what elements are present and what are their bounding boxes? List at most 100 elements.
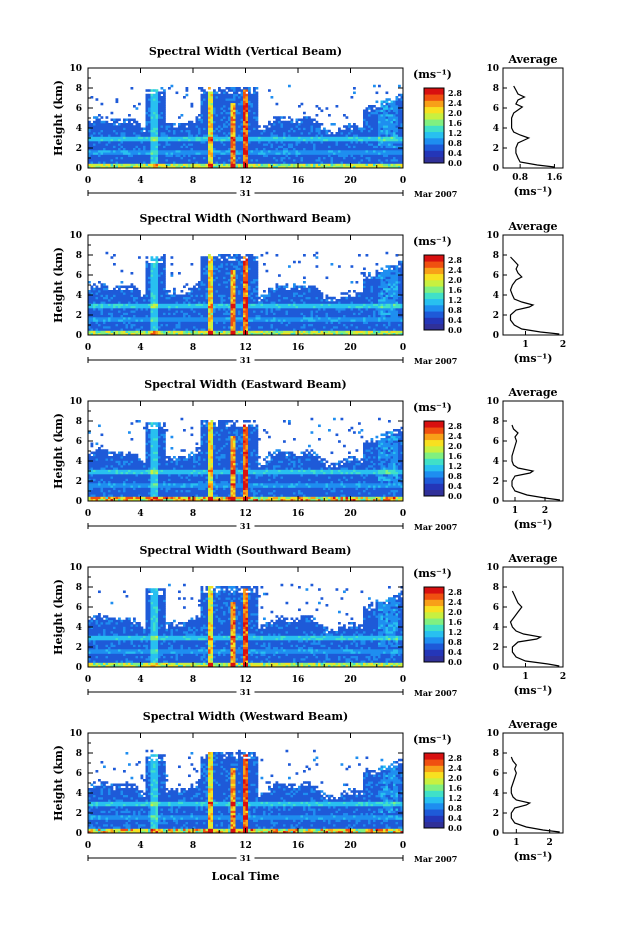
heatmap-cell (238, 93, 241, 97)
heatmap-cell (110, 141, 114, 144)
heatmap-cell (208, 163, 211, 167)
heatmap-cell (255, 152, 259, 155)
heatmap-cell (223, 114, 226, 117)
heatmap-cell (118, 292, 121, 295)
heatmap-cell (233, 163, 236, 167)
heatmap-cell (118, 132, 121, 135)
heatmap-cell (400, 161, 404, 164)
heatmap-cell (163, 292, 166, 295)
heatmap-cell (145, 308, 149, 311)
heatmap-cell (398, 129, 401, 133)
heatmap-cell (125, 145, 129, 149)
heatmap-cell (283, 120, 286, 124)
heatmap-cell (90, 132, 94, 135)
heatmap-cell (228, 269, 231, 273)
heatmap-cell (108, 317, 111, 320)
heatmap-cell (253, 93, 256, 97)
heatmap-cell (208, 111, 211, 115)
heatmap-cell (270, 123, 274, 126)
heatmap-cell (135, 159, 139, 162)
heatmap-cell (240, 269, 244, 273)
heatmap-cell (163, 118, 166, 122)
heatmap-cell (205, 150, 209, 153)
heatmap-cell (245, 145, 249, 149)
heatmap-cell (245, 93, 249, 97)
heatmap-cell (205, 109, 209, 113)
heatmap-cell (125, 310, 129, 313)
heatmap-cell (243, 89, 246, 92)
heatmap-cell (145, 317, 149, 320)
heatmap-cell (148, 154, 151, 158)
heatmap-cell (195, 138, 199, 142)
heatmap-cell (220, 129, 224, 133)
heatmap-cell (153, 109, 156, 113)
heatmap-cell (143, 136, 146, 140)
heatmap-cell (115, 138, 119, 142)
heatmap-cell (173, 152, 176, 155)
heatmap-cell (318, 134, 321, 137)
heatmap-cell (185, 123, 189, 126)
heatmap-cell (400, 132, 404, 135)
heatmap-cell (153, 321, 156, 325)
heatmap-cell (150, 326, 154, 329)
heatmap-cell (118, 299, 121, 302)
heatmap-cell (190, 330, 194, 334)
heatmap-cell (103, 303, 106, 307)
heatmap-cell (243, 114, 246, 117)
heatmap-cell (105, 317, 109, 320)
heatmap-cell (288, 120, 291, 124)
heatmap-cell (383, 134, 386, 137)
heatmap-cell (395, 123, 399, 126)
heatmap-cell (315, 136, 319, 140)
heatmap-cell (223, 303, 226, 307)
heatmap-cell (375, 143, 379, 146)
heatmap-cell (193, 305, 196, 309)
heatmap-cell (330, 152, 334, 155)
heatmap-cell (228, 111, 231, 115)
heatmap-cell (213, 120, 216, 124)
heatmap-cell (185, 136, 189, 140)
heatmap-cell (105, 251, 109, 255)
heatmap-cell (185, 132, 189, 135)
heatmap-cell (133, 136, 136, 140)
heatmap-cell (93, 312, 96, 316)
heatmap-cell (253, 161, 256, 164)
heatmap-cell (218, 319, 221, 322)
heatmap-cell (328, 165, 331, 169)
heatmap-cell (90, 296, 94, 300)
heatmap-cell (223, 319, 226, 322)
heatmap-cell (218, 132, 221, 135)
heatmap-cell (98, 125, 101, 128)
heatmap-cell (163, 276, 166, 280)
heatmap-cell (110, 152, 114, 155)
heatmap-cell (310, 127, 314, 131)
heatmap-cell (163, 312, 166, 316)
heatmap-cell (135, 328, 139, 331)
heatmap-cell (208, 301, 211, 304)
heatmap-cell (323, 134, 326, 137)
heatmap-cell (238, 161, 241, 164)
heatmap-cell (318, 107, 321, 110)
heatmap-cell (238, 321, 241, 325)
heatmap-cell (100, 163, 104, 167)
heatmap-cell (178, 296, 181, 300)
heatmap-cell (128, 294, 131, 298)
heatmap-cell (358, 129, 361, 133)
heatmap-cell (255, 105, 259, 108)
heatmap-cell (363, 145, 366, 149)
heatmap-cell (143, 323, 146, 327)
heatmap-cell (358, 145, 361, 149)
heatmap-cell (113, 308, 116, 311)
heatmap-cell (223, 278, 226, 282)
heatmap-cell (395, 163, 399, 167)
heatmap-cell (173, 319, 176, 322)
heatmap-cell (90, 129, 94, 133)
heatmap-cell (305, 123, 309, 126)
heatmap-cell (90, 145, 94, 149)
heatmap-cell (153, 296, 156, 300)
heatmap-cell (260, 134, 264, 137)
heatmap-cell (255, 150, 259, 153)
heatmap-cell (218, 98, 221, 101)
heatmap-cell (263, 161, 266, 164)
heatmap-cell (243, 323, 246, 327)
